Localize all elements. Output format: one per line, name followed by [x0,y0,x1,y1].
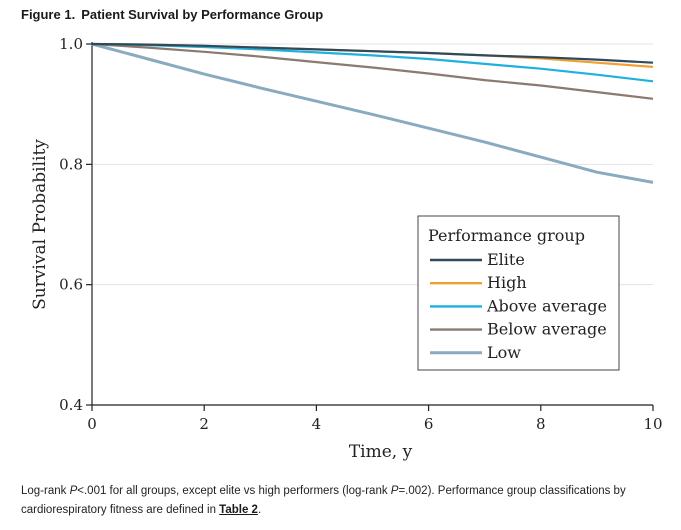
axes [86,42,654,411]
table-2-link[interactable]: Table 2 [219,504,258,516]
caption-part3: =.002). Performance group classification… [21,485,626,516]
y-tick-label: 0.6 [59,276,83,294]
survival-chart: 0.4 0.6 0.8 1.0 0 2 4 6 8 10 Time, y Survival Pro… [30,35,663,462]
x-tick-label: 6 [424,415,434,433]
legend-entry: Above average [486,296,607,315]
figure-title: Figure 1. Patient Survival by Performance… [21,7,323,22]
series-line-below-average [91,42,654,100]
legend: Performance group Elite High Above average B… [417,215,620,371]
y-tick-label: 0.4 [59,396,83,414]
legend-box [417,215,620,371]
figure-caption: Log-rank P<.001 for all groups, except e… [21,482,661,520]
tick-labels: 0.4 0.6 0.8 1.0 0 2 4 6 8 10 [59,35,662,433]
caption-part4: . [257,504,262,516]
y-axis-label: Survival Probability [30,139,50,310]
legend-entry: Elite [487,250,525,269]
legend-entry: Low [487,343,521,362]
legend-title: Performance group [428,226,585,245]
x-axis-label: Time, y [349,442,413,462]
x-tick-label: 2 [199,415,209,433]
series-lines [91,42,654,184]
caption-p2: P [390,485,399,497]
x-tick-label: 0 [87,415,97,433]
y-tick-label: 0.8 [59,155,83,173]
series-line-elite [91,42,654,64]
x-tick-label: 8 [536,415,546,433]
series-line-low [91,42,654,184]
y-tick-label: 1.0 [59,35,83,53]
caption-part2: <.001 for all groups, except elite vs hi… [77,485,391,497]
figure-title-text: Patient Survival by Performance Group [81,7,324,22]
legend-entry: High [487,273,527,292]
x-tick-label: 10 [643,415,662,433]
legend-entry: Below average [487,320,607,339]
caption-part1: Log-rank [21,485,70,497]
figure-label: Figure 1. [21,7,76,22]
x-tick-label: 4 [312,415,322,433]
caption-p1: P [69,485,78,497]
